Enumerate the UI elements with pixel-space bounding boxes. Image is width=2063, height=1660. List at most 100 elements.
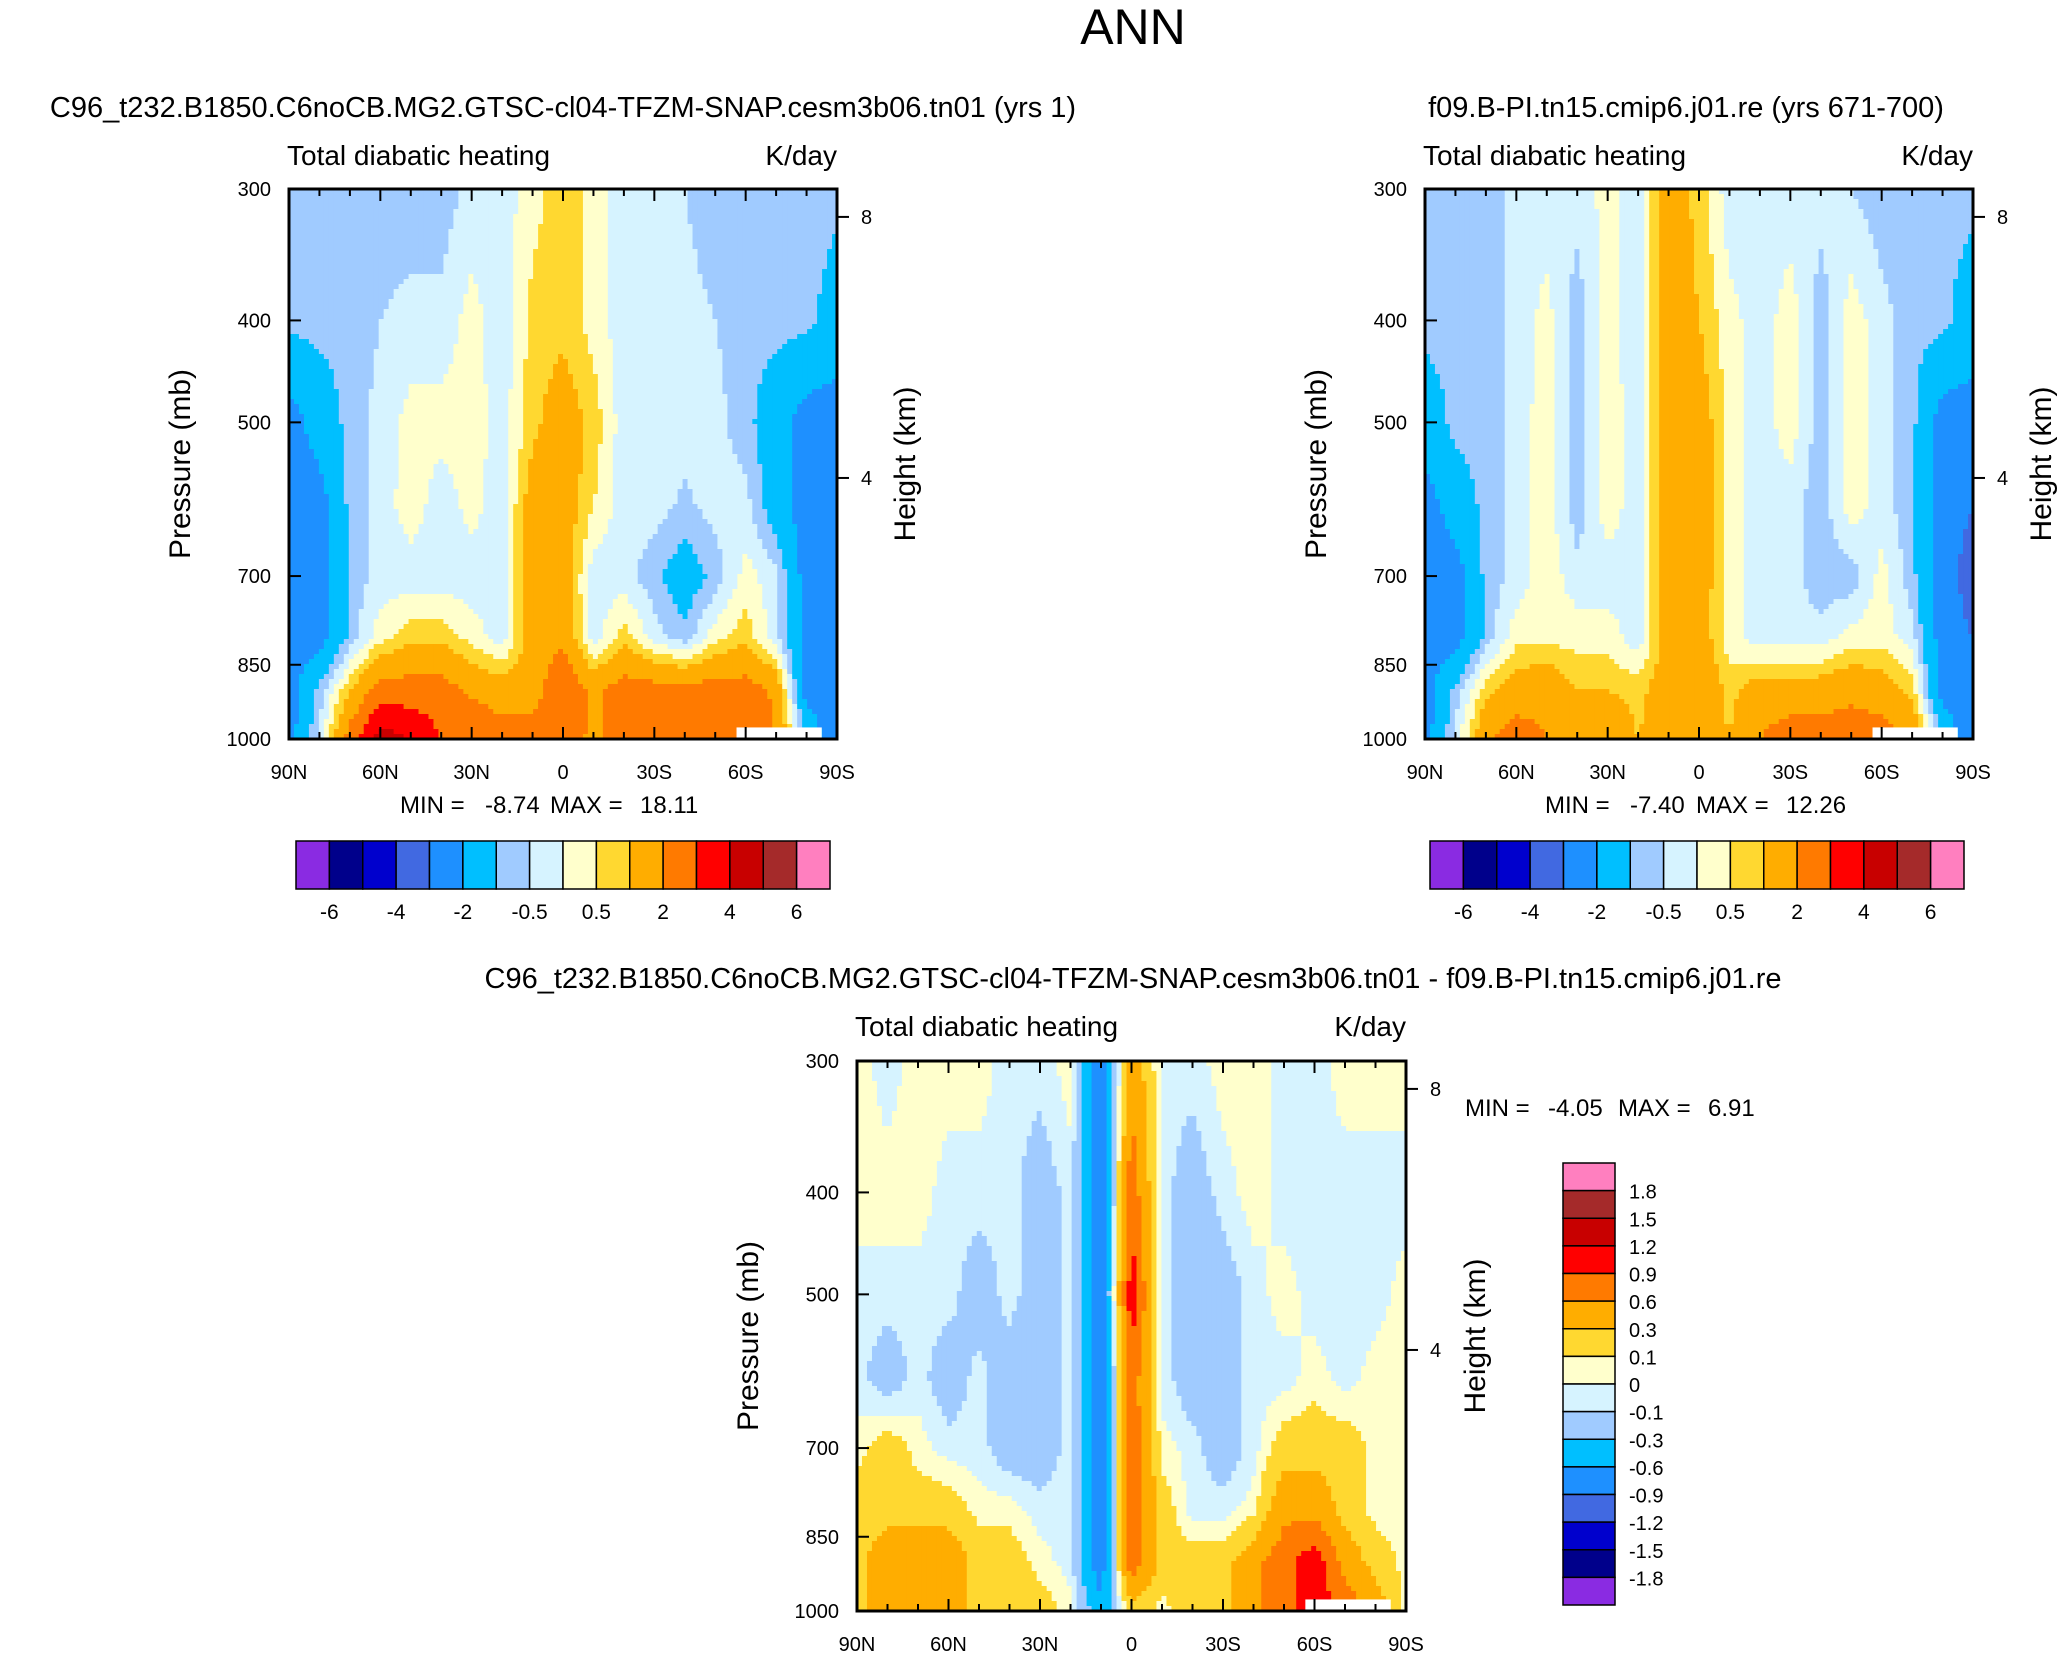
contour-cell [523,294,529,300]
contour-cell [493,294,499,300]
contour-cell [548,304,554,310]
contour-cell [577,204,584,210]
contour-cell [597,369,604,375]
contour-cell [488,189,494,195]
contour-cell [563,229,569,235]
contour-cell [577,189,584,195]
contour-cell [388,274,395,280]
contour-cell [822,384,828,390]
contour-cell [577,379,584,385]
contour-cell [418,189,425,195]
contour-cell [513,284,519,290]
contour-cell [587,354,594,360]
contour-cell [413,309,420,315]
contour-cell [807,199,813,205]
contour-cell [483,194,489,200]
contour-cell [363,324,370,330]
contour-cell [652,294,659,300]
contour-cell [308,354,315,360]
contour-cell [303,284,310,290]
contour-cell [807,374,813,380]
contour-cell [627,209,634,215]
contour-cell [717,369,724,375]
contour-cell [433,229,440,235]
contour-cell [533,234,539,240]
contour-cell [622,309,629,315]
contour-cell [298,234,305,240]
contour-cell [832,314,838,320]
contour-cell [338,189,345,195]
contour-cell [602,244,609,250]
contour-cell [383,269,390,275]
contour-cell [483,374,489,380]
contour-cell [443,279,450,285]
contour-cell [692,379,699,385]
contour-cell [343,204,350,210]
contour-cell [383,219,390,225]
contour-cell [762,344,768,350]
contour-cell [388,364,395,370]
contour-cell [368,304,375,310]
contour-cell [348,279,355,285]
contour-cell [443,214,450,220]
contour-cell [373,409,380,415]
contour-cell [289,219,295,225]
contour-cell [732,379,738,385]
contour-cell [697,394,704,400]
contour-cell [772,324,778,330]
contour-cell [747,354,753,360]
contour-cell [358,354,365,360]
contour-cell [533,219,539,225]
contour-cell [637,259,644,265]
contour-cell [702,234,709,240]
contour-cell [707,269,714,275]
contour-cell [767,199,773,205]
contour-cell [767,189,773,195]
contour-cell [393,189,400,195]
contour-cell [348,244,355,250]
contour-cell [577,329,584,335]
contour-cell [473,344,479,350]
contour-cell [642,364,649,370]
contour-cell [378,269,385,275]
contour-cell [682,289,689,295]
contour-cell [458,219,464,225]
contour-cell [508,289,514,295]
contour-cell [353,369,360,375]
contour-cell [418,304,425,310]
contour-cell [548,314,554,320]
contour-cell [787,334,793,340]
contour-cell [777,289,783,295]
contour-cell [737,244,743,250]
contour-cell [418,339,425,345]
contour-cell [538,194,544,200]
contour-cell [702,264,709,270]
contour-cell [383,224,390,230]
contour-cell [782,379,788,385]
contour-cell [398,254,405,260]
contour-cell [597,244,604,250]
contour-cell [732,254,738,260]
contour-cell [358,199,365,205]
contour-cell [682,384,689,390]
contour-cell [792,284,798,290]
contour-cell [289,274,295,280]
contour-cell [388,239,395,245]
contour-cell [677,369,684,375]
contour-cell [692,259,699,265]
contour-cell [378,349,385,355]
contour-cell [538,299,544,305]
contour-cell [632,329,639,335]
contour-cell [448,359,454,365]
contour-cell [777,394,783,400]
contour-cell [707,399,714,405]
contour-cell [453,389,459,395]
contour-cell [742,399,748,405]
contour-cell [553,229,559,235]
contour-cell [383,354,390,360]
contour-cell [333,229,340,235]
contour-cell [612,324,619,330]
contour-cell [587,304,594,310]
contour-cell [567,379,574,385]
contour-cell [538,304,544,310]
